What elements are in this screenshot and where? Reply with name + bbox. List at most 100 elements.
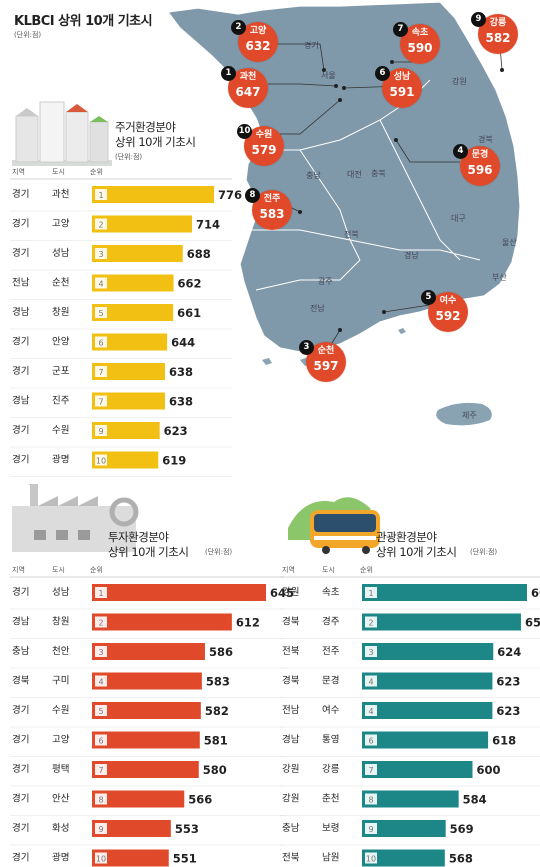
map-badge-city: 여수 — [439, 296, 457, 306]
rank-box — [95, 395, 107, 407]
row-city: 과천 — [52, 189, 69, 200]
row-region: 경북 — [12, 675, 30, 687]
rank-box — [365, 675, 377, 687]
map-badge-rank: 10 — [237, 124, 252, 139]
row-region: 경기 — [12, 247, 29, 259]
rank-box — [365, 793, 377, 805]
row-region: 충남 — [12, 646, 30, 657]
rank-label: 7 — [98, 398, 103, 407]
rank-label: 5 — [98, 309, 103, 318]
svg-text:전남: 전남 — [310, 303, 325, 313]
column-header: 지역 — [282, 565, 295, 574]
map-badge-score: 596 — [467, 163, 493, 177]
row-city: 강릉 — [322, 764, 340, 775]
row-city: 창원 — [52, 617, 69, 628]
row-city: 보령 — [322, 822, 339, 834]
svg-text:경북: 경북 — [478, 134, 493, 144]
bar — [362, 790, 459, 808]
row-region: 경기 — [12, 188, 29, 200]
row-region: 충남 — [282, 823, 300, 834]
row-city: 구미 — [52, 676, 69, 687]
map-badge-score: 647 — [235, 85, 261, 99]
map-badge-rank: 4 — [453, 144, 468, 159]
row-region: 경기 — [12, 852, 29, 864]
tourism-title-text: 관광환경분야 상위 10개 기초시 — [376, 530, 457, 559]
rank-box — [365, 616, 377, 628]
rank-label: 1 — [98, 589, 103, 598]
rank-label: 10 — [96, 855, 106, 864]
map-badge-여수: 5 여수 592 — [421, 290, 468, 332]
bar — [92, 731, 200, 749]
map-badge-rank: 7 — [393, 22, 408, 37]
value-label: 776 — [218, 188, 242, 202]
value-label: 661 — [177, 306, 201, 320]
row-region: 경기 — [12, 793, 29, 805]
value-label: 638 — [169, 365, 193, 379]
bar — [362, 643, 494, 660]
residential-unit: (단위:점) — [115, 153, 143, 161]
rank-label: 4 — [98, 678, 103, 687]
bar — [92, 451, 159, 469]
column-header: 도시 — [52, 566, 65, 574]
value-label: 568 — [449, 852, 473, 866]
bar — [92, 392, 165, 410]
row-region: 전북 — [282, 853, 300, 864]
row-city: 문경 — [322, 675, 339, 687]
rank-box — [95, 646, 107, 657]
svg-text:광주: 광주 — [318, 276, 333, 286]
rank-label: 5 — [98, 707, 103, 716]
jeju-shape — [436, 402, 492, 426]
row-city: 춘천 — [322, 794, 339, 805]
value-label: 623 — [164, 424, 188, 438]
row-region: 경북 — [282, 675, 300, 687]
row-region: 강원 — [282, 764, 299, 775]
rank-label: 9 — [98, 427, 103, 436]
map-badge-city: 과천 — [239, 72, 257, 82]
value-label: 714 — [196, 218, 220, 232]
rank-label: 10 — [366, 855, 376, 864]
value-label: 580 — [203, 763, 227, 777]
value-label: 624 — [497, 645, 521, 659]
svg-text:대전: 대전 — [347, 169, 362, 179]
map-badge-rank: 8 — [245, 188, 260, 203]
map-badge-score: 583 — [259, 207, 285, 221]
map-badge-rank: 2 — [231, 20, 246, 35]
bar — [92, 304, 174, 321]
map-badge-score: 579 — [251, 143, 277, 157]
map-badge-score: 590 — [407, 41, 433, 55]
bar — [92, 186, 214, 203]
row-city: 통영 — [322, 735, 339, 746]
rank-box — [95, 307, 107, 318]
row-city: 여수 — [322, 704, 340, 716]
bar — [92, 333, 168, 351]
rank-label: 6 — [368, 737, 373, 746]
rank-label: 4 — [368, 678, 373, 687]
bar — [92, 584, 266, 601]
bar — [362, 849, 445, 867]
value-label: 688 — [187, 247, 211, 261]
value-label: 619 — [162, 454, 186, 468]
bar — [92, 274, 174, 292]
row-region: 경기 — [12, 763, 29, 775]
value-label: 582 — [205, 704, 229, 718]
svg-text:제주: 제주 — [462, 411, 477, 420]
bar — [92, 672, 202, 690]
row-city: 창원 — [52, 307, 69, 318]
value-label: 569 — [450, 822, 474, 836]
rank-box — [365, 705, 377, 716]
svg-text:부산: 부산 — [492, 272, 507, 282]
bar — [362, 672, 493, 690]
rank-box — [95, 793, 107, 805]
rank-box — [95, 587, 107, 598]
rank-label: 2 — [98, 619, 103, 628]
bar — [92, 849, 169, 867]
map-badge-rank: 6 — [375, 66, 390, 81]
bar — [92, 363, 165, 380]
bar — [92, 643, 205, 660]
rank-label: 6 — [98, 339, 103, 348]
row-region: 전남 — [282, 705, 300, 716]
map-badge-city: 강릉 — [489, 18, 507, 28]
value-label: 612 — [236, 616, 260, 630]
rank-label: 9 — [98, 825, 103, 834]
value-label: 566 — [188, 793, 212, 807]
